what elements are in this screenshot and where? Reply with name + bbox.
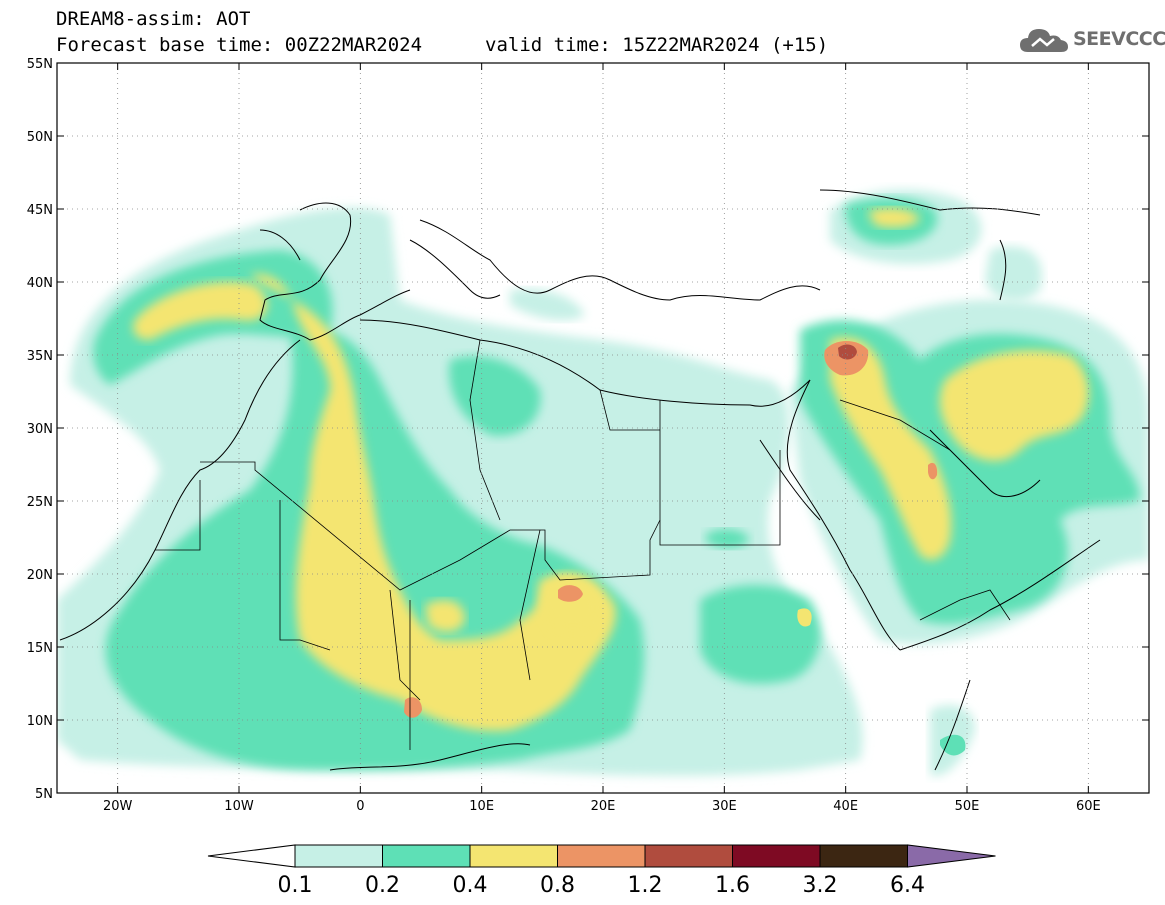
colorbar-bin [382, 844, 471, 868]
colorbar-label: 0.1 [278, 873, 313, 898]
tick-label-lon: 20E [591, 799, 616, 814]
valid-time: valid time: 15Z22MAR2024 (+15) [485, 34, 829, 56]
cloud-icon [1020, 29, 1068, 52]
tick-label-lat: 30N [27, 422, 53, 437]
tick-label-lon: 60E [1076, 799, 1101, 814]
tick-label-lon: 30E [712, 799, 737, 814]
tick-label-lon: 50E [955, 799, 980, 814]
tick-label-lat: 45N [27, 203, 53, 218]
colorbar-label: 0.4 [453, 873, 488, 898]
tick-label-lon: 40E [833, 799, 858, 814]
country-borders [155, 339, 1011, 750]
tick-label-lon: 0 [356, 799, 364, 814]
colorbar-label: 0.2 [365, 873, 400, 898]
colorbar-bin [732, 844, 821, 868]
colorbar-bin [557, 844, 646, 868]
tick-label-lat: 5N [35, 787, 53, 802]
tick-label-lat: 50N [27, 130, 53, 145]
aot-band-1.2 [838, 344, 857, 360]
tick-label-lat: 25N [27, 495, 53, 510]
colorbar-label: 3.2 [803, 873, 838, 898]
aot-band-0.4 [133, 207, 1089, 731]
tick-label-lat: 20N [27, 568, 53, 583]
tick-label-lat: 10N [27, 714, 53, 729]
colorbar-under-arrow [207, 844, 296, 868]
colorbar-bin [819, 844, 908, 868]
colorbar-bin [294, 844, 383, 868]
tick-label-lon: 10E [469, 799, 494, 814]
tick-label-lat: 55N [27, 57, 53, 72]
colorbar-label: 1.6 [715, 873, 750, 898]
tick-label-lon: 20W [103, 799, 133, 814]
colorbar-label: 6.4 [890, 873, 925, 898]
tick-label-lat: 40N [27, 276, 53, 291]
colorbar-over-arrow [907, 844, 996, 868]
colorbar-label: 0.8 [540, 873, 575, 898]
seevccc-logo: SEEVCCC [1018, 24, 1165, 58]
tick-label-lon: 10W [224, 799, 254, 814]
logo-text: SEEVCCC [1073, 28, 1165, 50]
colorbar-label: 1.2 [628, 873, 663, 898]
tick-label-lat: 15N [27, 641, 53, 656]
tick-label-lat: 35N [27, 349, 53, 364]
coastlines [59, 189, 1101, 771]
colorbar-bin [644, 844, 733, 868]
axis-ticks: 20W 10W 0 10E 20E 30E 40E 50E 60E 5N 10N 15N 20N 25N 3… [27, 57, 1149, 814]
colorbar-bin [469, 844, 558, 868]
forecast-base-time: Forecast base time: 00Z22MAR2024 [56, 34, 423, 56]
aot-field [57, 189, 1149, 776]
map-title: DREAM8-assim: AOT [56, 8, 251, 30]
